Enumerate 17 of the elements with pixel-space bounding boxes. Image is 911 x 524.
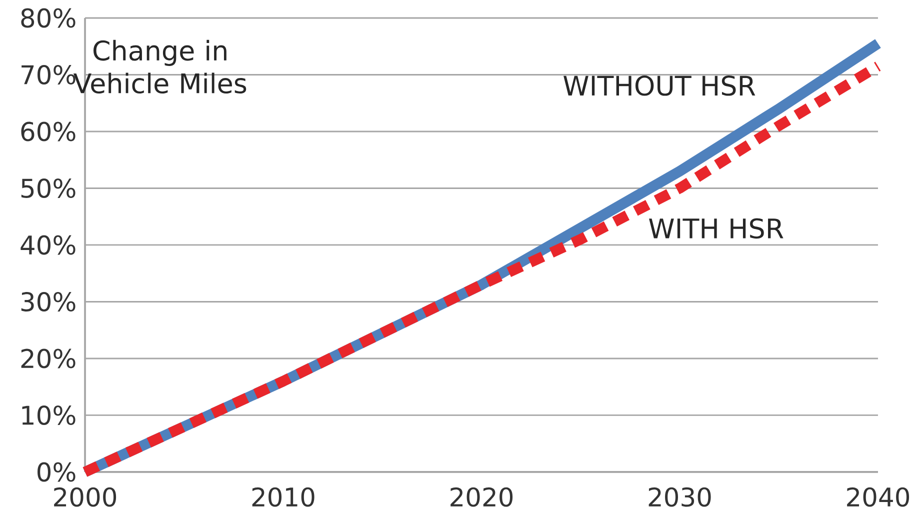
series-label: WITH HSR: [649, 218, 784, 239]
y-tick-label: 30%: [21, 292, 76, 312]
y-tick-label: 50%: [21, 178, 76, 198]
x-tick-label: 2040: [847, 487, 910, 507]
y-tick-label: 10%: [22, 406, 76, 425]
y-tick-label: 80%: [21, 8, 76, 28]
y-tick-label: 0%: [38, 462, 76, 482]
series-label: WITHOUT HSR: [564, 75, 756, 96]
x-tick-label: 2000: [54, 487, 116, 507]
x-tick-label: 2020: [450, 487, 513, 507]
y-tick-label: 70%: [22, 65, 76, 84]
x-tick-label: 2010: [252, 487, 314, 507]
y-tick-label: 40%: [20, 235, 76, 255]
y-tick-label: 20%: [21, 348, 76, 368]
y-tick-label: 60%: [21, 122, 76, 142]
annotation: Change in Vehicle Miles: [73, 40, 246, 94]
x-tick-label: 2030: [648, 487, 711, 507]
